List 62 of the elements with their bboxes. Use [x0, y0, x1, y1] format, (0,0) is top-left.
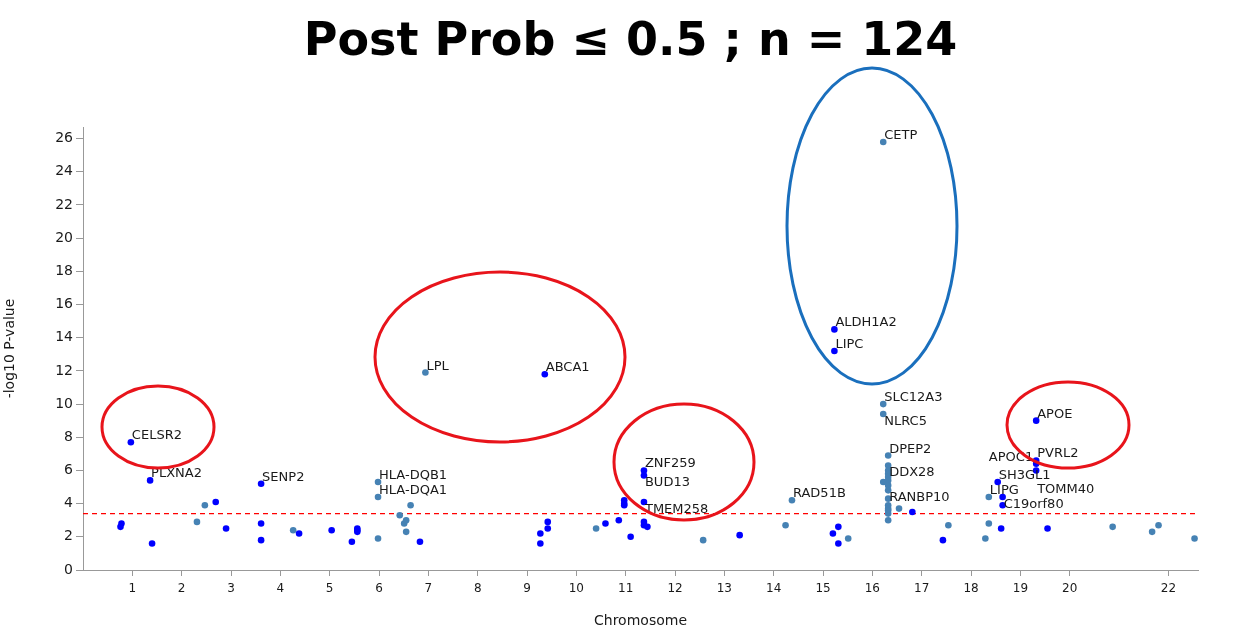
annotation: RANBP10 [889, 489, 950, 505]
y-tick-label: 14 [55, 328, 74, 345]
x-tick-label: 9 [523, 581, 531, 596]
x-tick-label: 17 [914, 581, 930, 596]
x-tick-label: 16 [864, 581, 881, 596]
annotation: LIPG [989, 482, 1019, 497]
y-tick-label: 4 [64, 494, 74, 511]
annotation: ALDH1A2 [835, 314, 897, 330]
x-tick-label: 3 [227, 581, 235, 596]
annotation: TMEM258 [643, 500, 709, 516]
y-tick-label: 8 [64, 427, 73, 444]
x-axis-title: Chromosome [594, 612, 687, 629]
y-axis-title: -log10 P-value [1, 298, 18, 399]
x-tick-label: 22 [1160, 581, 1177, 596]
annotation: LIPC [835, 335, 864, 351]
x-tick-label: 18 [963, 581, 979, 596]
y-tick-label: 22 [55, 195, 73, 212]
annotation: PVRL2 [1037, 445, 1079, 461]
x-tick-label: 20 [1062, 581, 1078, 596]
annotation: TOMM40 [1036, 481, 1095, 497]
annotation: SENP2 [262, 468, 305, 484]
y-tick-label: 16 [55, 295, 74, 312]
x-tick-label: 4 [276, 581, 285, 596]
annotation: C19orf80 [1003, 496, 1064, 511]
x-tick-label: 6 [375, 581, 383, 596]
x-tick-label: 13 [716, 581, 733, 596]
annotation: APOE [1037, 405, 1073, 421]
y-tick-label: 0 [64, 560, 73, 577]
x-tick-label: 8 [473, 581, 482, 596]
annotation: BUD13 [644, 474, 690, 490]
x-tick-label: 12 [667, 581, 683, 596]
y-tick-label: 10 [55, 394, 73, 411]
y-tick-label: 26 [55, 129, 74, 146]
annotation: ABCA1 [545, 359, 590, 375]
y-tick-label: 12 [55, 361, 73, 378]
annotation: HLA-DQB1 [379, 467, 448, 483]
annotation: PLXNA2 [151, 465, 202, 481]
y-tick-label: 20 [55, 228, 73, 245]
annotation: SH3GL1 [998, 467, 1051, 483]
x-tick-label: 7 [424, 581, 433, 596]
chart-title: Post Prob ≤ 0.5 ; n = 124 [302, 12, 959, 66]
annotation: DPEP2 [889, 440, 932, 456]
x-tick-label: 14 [766, 581, 782, 596]
x-tick-label: 15 [815, 581, 831, 596]
y-tick-label: 24 [55, 162, 74, 179]
annotation: SLC12A3 [884, 389, 943, 405]
y-tick-label: 2 [64, 527, 73, 544]
annotation: CELSR2 [131, 427, 182, 443]
annotation: LPL [426, 357, 450, 373]
annotation: RAD51B [792, 485, 846, 501]
annotation: HLA-DQA1 [379, 482, 448, 497]
x-tick-label: 5 [325, 581, 334, 596]
y-tick-label: 6 [64, 461, 74, 478]
x-tick-label: 2 [177, 581, 186, 596]
x-tick-label: 10 [568, 581, 584, 596]
x-tick-label: 19 [1012, 581, 1029, 596]
annotation: ZNF259 [644, 455, 696, 471]
x-tick-label: 1 [128, 581, 137, 596]
annotation: CETP [884, 126, 918, 142]
annotation: NLRC5 [884, 413, 927, 429]
y-tick-label: 18 [55, 261, 73, 278]
x-tick-label: 11 [618, 581, 634, 596]
